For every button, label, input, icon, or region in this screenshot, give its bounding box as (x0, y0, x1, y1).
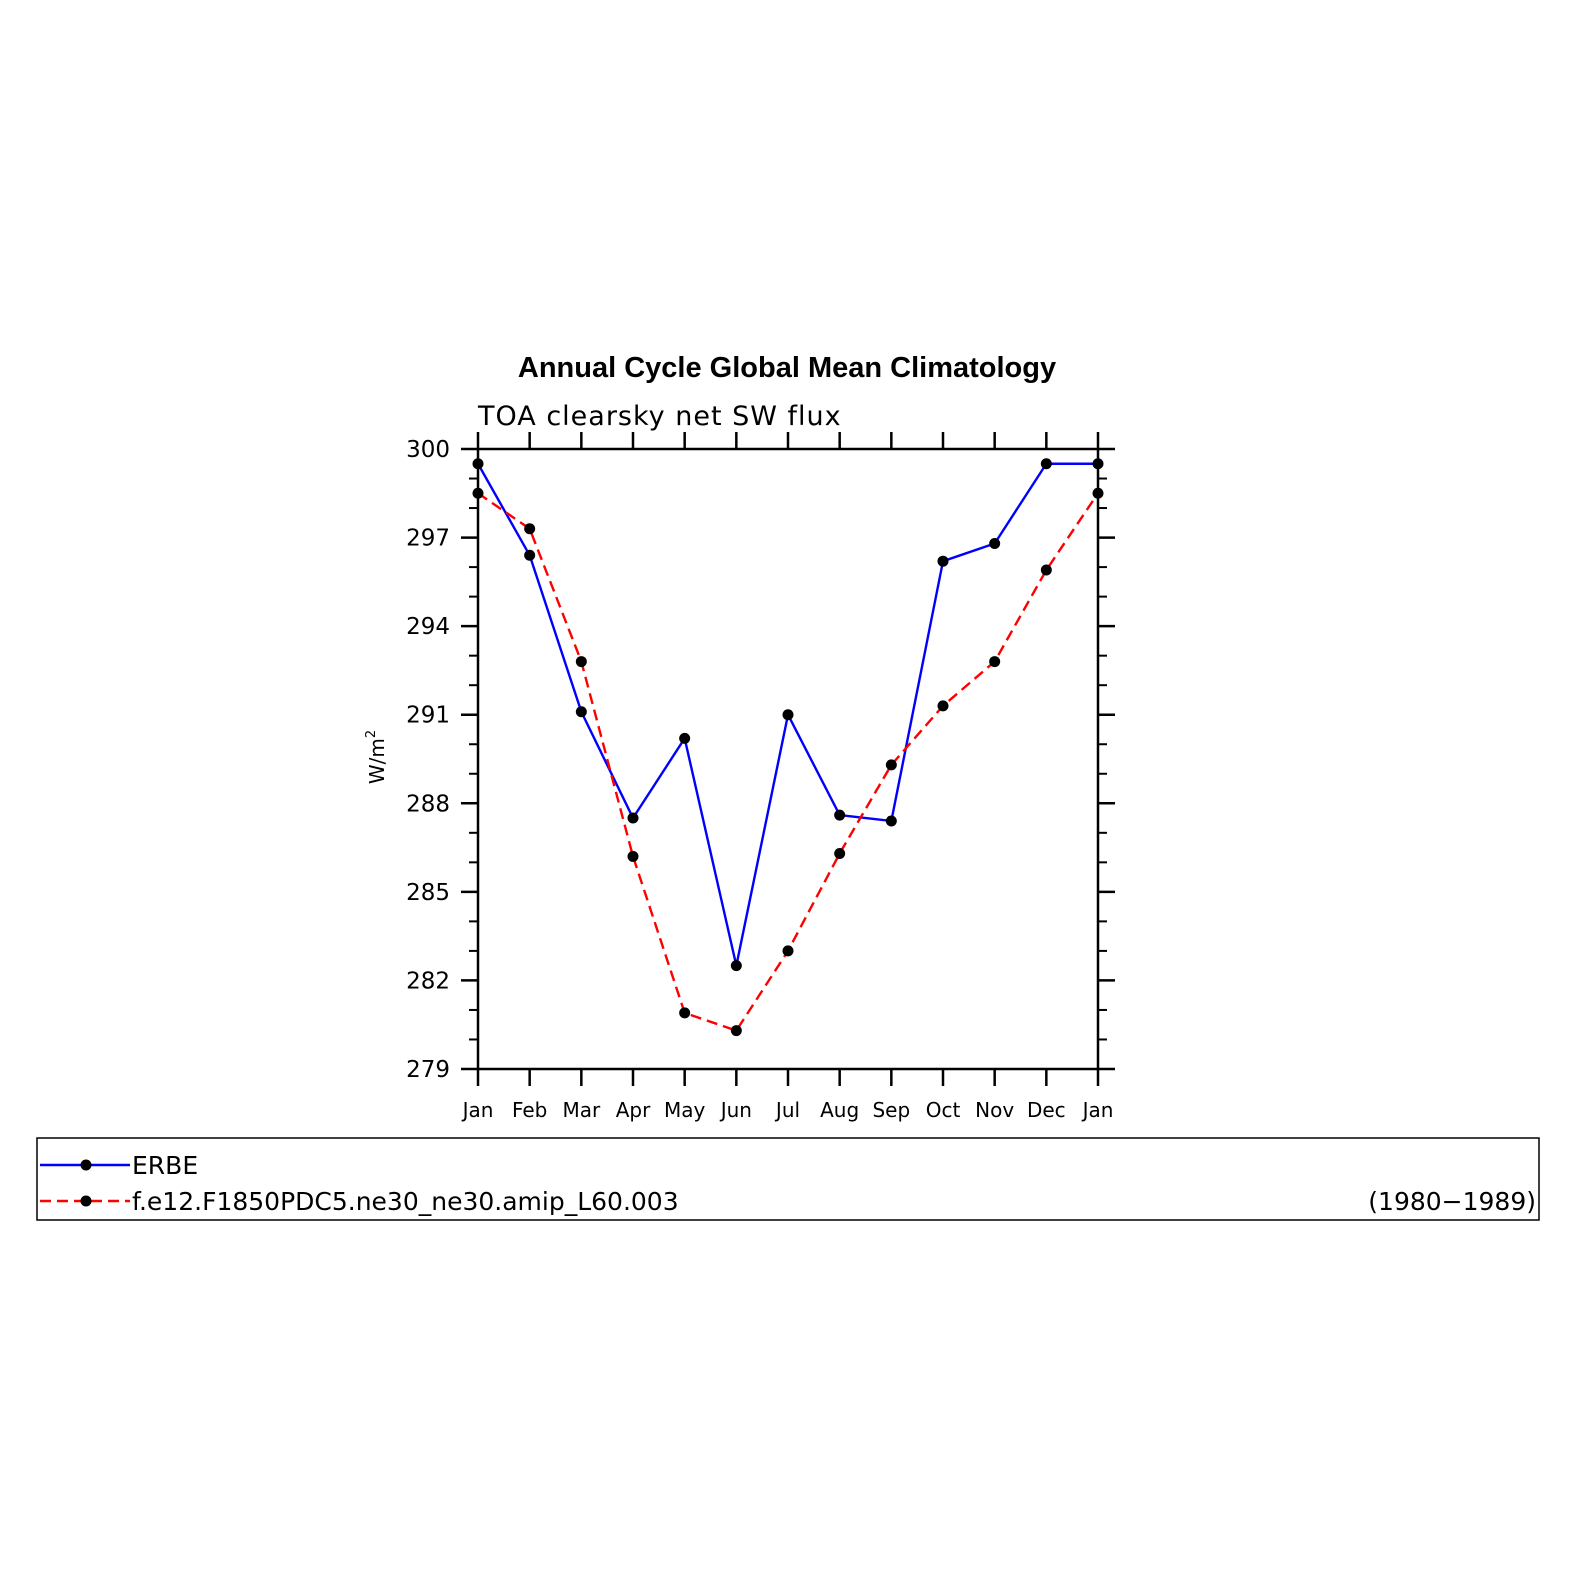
x-tick-label: Jul (774, 1098, 800, 1122)
x-tick-label: Apr (616, 1098, 651, 1122)
x-tick-label: Jan (1081, 1098, 1114, 1122)
series-1-point (575, 706, 587, 718)
x-tick-label: Jan (461, 1098, 494, 1122)
legend-label-1: ERBE (132, 1151, 198, 1180)
series-1-point (782, 709, 794, 721)
series-2-point (472, 487, 484, 499)
legend-entries: ERBE f.e12.F1850PDC5.ne30_ne30.amip_L60.0… (40, 1151, 679, 1216)
series-2-point (1092, 487, 1104, 499)
series-1-point (1092, 458, 1104, 470)
series-2-point (575, 656, 587, 668)
series-2-point (834, 847, 846, 859)
x-tick-label: Nov (975, 1098, 1014, 1122)
y-axis-label: W/m2 (364, 730, 389, 784)
y-tick-label: 279 (406, 1057, 450, 1083)
series-2-point (627, 850, 639, 862)
series-2-point (937, 700, 949, 712)
series-2-point (989, 656, 1001, 668)
legend-marker-1 (80, 1159, 92, 1171)
y-tick-label: 288 (406, 791, 450, 817)
x-tick-label: May (664, 1098, 706, 1122)
legend-period: (1980−1989) (1368, 1187, 1536, 1216)
legend-marker-2 (80, 1195, 92, 1207)
x-tick-label: Oct (926, 1098, 961, 1122)
series-1-point (730, 960, 742, 972)
series-1-point (937, 555, 949, 567)
y-tick-label: 294 (406, 614, 450, 640)
y-tick-label: 297 (406, 526, 450, 552)
x-tick-label: Dec (1027, 1098, 1066, 1122)
x-tick-label: Aug (820, 1098, 859, 1122)
series-1-point (679, 732, 691, 744)
series-2-point (730, 1025, 742, 1037)
y-tick-label: 291 (406, 703, 450, 729)
series-2-point (524, 523, 536, 535)
plot-frame (476, 447, 1100, 1071)
chart-title: Annual Cycle Global Mean Climatology (518, 352, 1056, 384)
x-tick-label: Jun (719, 1098, 752, 1122)
y-axis-label-superscript: 2 (364, 730, 379, 738)
chart-subtitle: TOA clearsky net SW flux (477, 401, 842, 432)
x-tick-label: Sep (872, 1098, 910, 1122)
series-1-point (885, 815, 897, 827)
series-1-point (989, 537, 1001, 549)
series-1-point (524, 549, 536, 561)
series-2-point (885, 759, 897, 771)
series-2-point (679, 1007, 691, 1019)
legend-box (36, 1137, 1540, 1221)
y-tick-label: 285 (406, 880, 450, 906)
y-axis-label-text: W/m (365, 738, 389, 784)
series-1-point (1040, 458, 1052, 470)
series-1-point (627, 812, 639, 824)
x-tick-label: Mar (562, 1098, 601, 1122)
series-2-point (782, 945, 794, 957)
y-tick-label: 300 (406, 437, 450, 463)
legend-label-2: f.e12.F1850PDC5.ne30_ne30.amip_L60.003 (132, 1187, 679, 1216)
plot-area: 300 297 294 291 288 285 282 279 Jan Feb Mar Apr May J… (406, 432, 1115, 1122)
x-tick-label: Feb (512, 1098, 547, 1122)
y-tick-label: 282 (406, 968, 450, 994)
series-1-point (472, 458, 484, 470)
series-1-point (834, 809, 846, 821)
legend: ERBE f.e12.F1850PDC5.ne30_ne30.amip_L60.0… (36, 1137, 1540, 1221)
svg-text:W/m2: W/m2 (364, 730, 389, 784)
series-2-point (1040, 564, 1052, 576)
